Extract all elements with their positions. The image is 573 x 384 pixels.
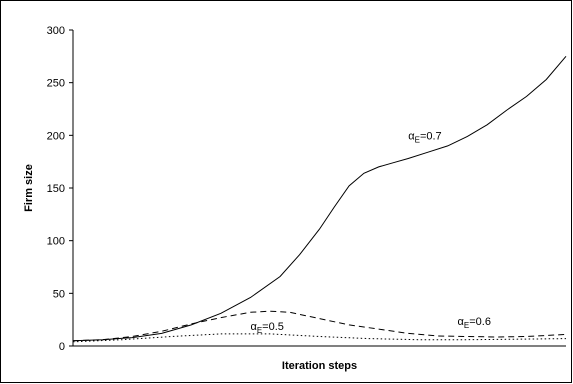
y-tick-label: 200 — [47, 130, 65, 142]
y-tick-label: 50 — [53, 288, 65, 300]
y-tick-label: 150 — [47, 183, 65, 195]
y-tick-label: 250 — [47, 78, 65, 90]
series-annotations: αE=0.7 αE=0.6 αE=0.5 — [250, 131, 490, 336]
series-line-solid — [72, 55, 567, 342]
y-tick-label: 100 — [47, 236, 65, 248]
y-axis-title: Firm size — [23, 164, 35, 212]
y-axis-ticks: 0 50 100 150 200 250 300 — [47, 25, 73, 353]
y-tick-label: 0 — [59, 341, 65, 353]
x-axis-title: Iteration steps — [282, 360, 357, 372]
series-label-solid: αE=0.7 — [408, 131, 441, 145]
series-label-dashed: αE=0.6 — [458, 316, 491, 330]
series-label-dotted: αE=0.5 — [250, 321, 283, 335]
series-lines — [72, 55, 567, 343]
y-tick-label: 300 — [47, 25, 65, 37]
